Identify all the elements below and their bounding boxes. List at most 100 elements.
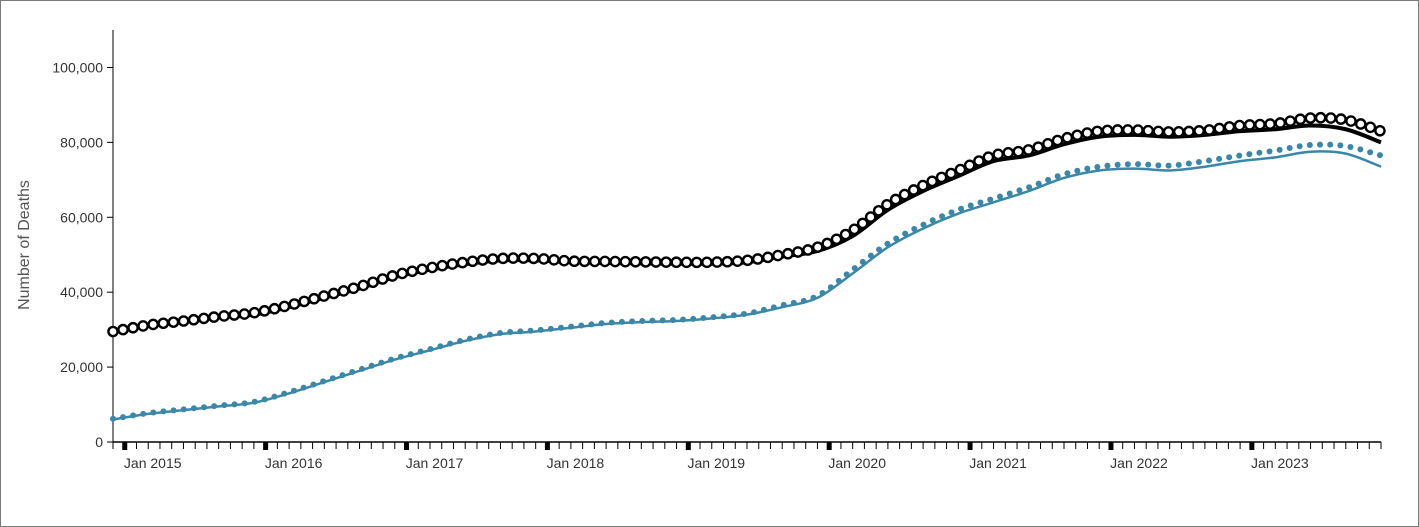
series-marker [486, 331, 493, 338]
series-marker [347, 282, 360, 295]
series-marker [476, 333, 483, 340]
series-marker [1254, 118, 1266, 131]
series-marker [973, 155, 985, 167]
series-marker [690, 256, 703, 269]
series-marker [1162, 126, 1175, 138]
series-marker [1142, 124, 1154, 137]
series-marker [1347, 143, 1354, 150]
x-tick-label: Jan 2023 [1251, 455, 1309, 471]
series-marker [680, 316, 687, 323]
series-marker [117, 323, 129, 336]
series-marker [120, 414, 127, 421]
x-major-tick [826, 442, 832, 450]
series-marker [221, 402, 228, 409]
series-marker [329, 375, 336, 382]
series-marker [1306, 142, 1313, 149]
series-marker [1104, 162, 1111, 169]
series-marker [281, 390, 288, 397]
series-marker [507, 329, 514, 336]
series-marker [1376, 152, 1383, 159]
series-marker [1071, 129, 1084, 142]
series-marker [945, 167, 957, 180]
series-marker [856, 217, 869, 230]
series-marker [558, 254, 570, 267]
series-marker [898, 188, 911, 201]
series-marker [167, 316, 180, 328]
series-marker [935, 171, 948, 184]
series-marker [1266, 148, 1273, 155]
series-marker [548, 254, 560, 266]
series-marker [608, 319, 615, 326]
series-marker [902, 230, 909, 237]
series-marker [1081, 127, 1094, 139]
series-marker [1165, 162, 1172, 169]
series-marker [1135, 161, 1142, 168]
series-marker [497, 252, 509, 265]
series-marker [1172, 126, 1185, 138]
series-marker [1256, 149, 1263, 156]
series-marker [821, 237, 834, 250]
series-marker [160, 408, 167, 415]
series-marker [558, 324, 565, 331]
series-marker [308, 292, 320, 305]
series-marker [741, 311, 748, 318]
series-marker [1314, 111, 1327, 124]
x-tick-label: Jan 2019 [687, 455, 745, 471]
series-marker [851, 265, 858, 272]
series-marker [810, 294, 817, 301]
series-marker [700, 315, 707, 322]
series-marker [790, 299, 797, 306]
series-marker [1064, 170, 1071, 177]
series-marker [881, 198, 893, 211]
series-marker [907, 184, 920, 196]
series-marker [388, 356, 395, 363]
series-marker [177, 315, 190, 327]
series-marker [987, 196, 994, 203]
series-marker [456, 256, 469, 269]
series-marker [1274, 117, 1287, 129]
series-marker [358, 365, 365, 372]
series-layer [107, 111, 1386, 422]
series-marker [920, 221, 927, 228]
series-marker [884, 240, 891, 247]
series-marker [730, 312, 737, 319]
series-marker [782, 247, 794, 260]
series-marker [867, 252, 874, 259]
series-marker [248, 306, 261, 319]
series-marker [876, 246, 883, 253]
series-marker [1233, 119, 1246, 132]
series-marker [1374, 124, 1386, 137]
series-marker [187, 313, 200, 326]
series-marker [426, 261, 439, 274]
series-marker [864, 211, 877, 223]
series-marker [1124, 161, 1131, 168]
series-marker [466, 255, 479, 268]
series-marker [1213, 122, 1226, 135]
series-marker [447, 340, 454, 347]
series-marker [1354, 118, 1367, 130]
series-marker [1304, 112, 1317, 124]
series-marker [660, 256, 672, 268]
series-marker [251, 398, 258, 405]
series-marker [917, 179, 929, 192]
series-marker [298, 295, 311, 308]
series-marker [1121, 124, 1134, 136]
series-marker [741, 254, 754, 267]
series-marker [680, 256, 693, 269]
series-marker [238, 308, 251, 320]
series-marker [258, 305, 271, 317]
x-tick-label: Jan 2018 [547, 455, 605, 471]
x-major-tick [1108, 442, 1114, 450]
series-marker [487, 253, 499, 265]
series-marker [507, 252, 520, 264]
series-marker [537, 326, 544, 333]
series-marker [1061, 131, 1074, 144]
series-marker [437, 343, 444, 350]
series-marker [588, 255, 601, 268]
series-marker [751, 253, 764, 265]
series-marker [721, 255, 734, 268]
series-marker [547, 325, 554, 332]
series-marker [639, 317, 646, 324]
series-marker [1185, 160, 1192, 167]
